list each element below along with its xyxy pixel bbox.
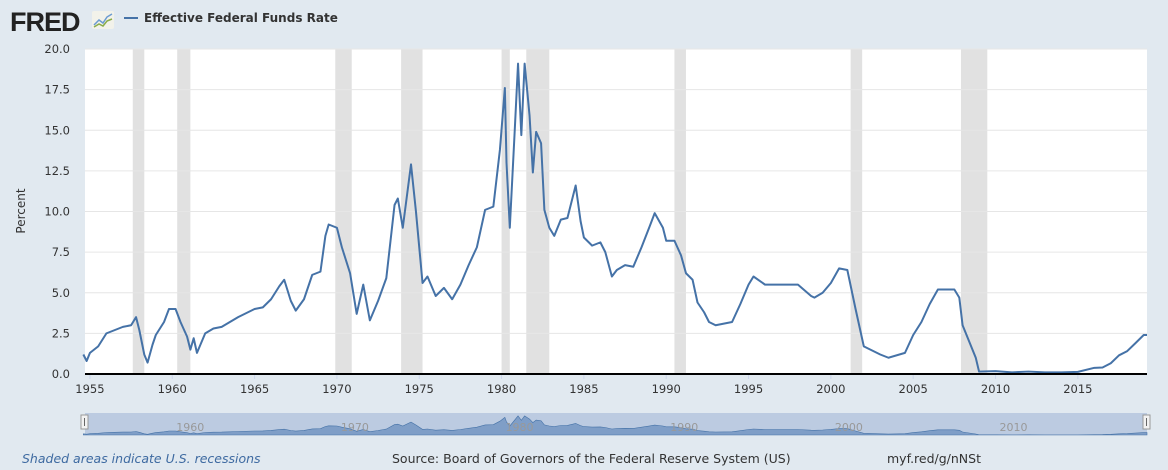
chart-svg: 0.0 2.5 5.0 7.5 10.0 12.5 15.0 17.5 20.0 1955 1960… — [14, 42, 1151, 436]
x-tick-label: 2000 — [816, 382, 845, 396]
y-tick-label: 20.0 — [44, 42, 70, 56]
y-tick-label: 0.0 — [52, 367, 70, 381]
x-tick-label: 1995 — [734, 382, 763, 396]
navigator-tick-label: 1960 — [176, 421, 204, 434]
series-line — [82, 62, 1147, 374]
legend-swatch — [124, 17, 138, 19]
y-tick-label: 17.5 — [44, 83, 70, 97]
navigator-series — [83, 415, 1148, 436]
y-tick-label: 7.5 — [52, 245, 70, 259]
y-tick-label: 15.0 — [44, 123, 70, 137]
x-tick-label: 1980 — [487, 382, 516, 396]
y-axis-label: Percent — [14, 188, 28, 233]
source-text: Source: Board of Governors of the Federa… — [392, 451, 791, 466]
fred-logo[interactable]: FRED — [10, 7, 80, 37]
navigator-tick-label: 1980 — [506, 421, 534, 434]
y-tick-label: 10.0 — [44, 205, 70, 219]
navigator-tick-label: 2010 — [1000, 421, 1028, 434]
navigator-tick-label: 1990 — [670, 421, 698, 434]
y-tick-label: 5.0 — [52, 286, 70, 300]
x-tick-label: 2015 — [1063, 382, 1092, 396]
chart-logo-icon — [92, 11, 114, 29]
navigator-tick-label: 2000 — [835, 421, 863, 434]
x-tick-label: 1970 — [322, 382, 351, 396]
x-tick-label: 1965 — [240, 382, 269, 396]
recession-note: Shaded areas indicate U.S. recessions — [22, 451, 261, 466]
x-tick-label: 1960 — [158, 382, 187, 396]
legend-label: Effective Federal Funds Rate — [144, 11, 338, 25]
y-tick-label: 2.5 — [52, 326, 70, 340]
short-url[interactable]: myf.red/g/nNSt — [887, 451, 981, 466]
x-tick-label: 1985 — [569, 382, 598, 396]
legend-item[interactable]: Effective Federal Funds Rate — [124, 11, 338, 25]
x-tick-label: 2010 — [981, 382, 1010, 396]
x-tick-label: 1975 — [405, 382, 434, 396]
navigator-tick-label: 1970 — [341, 421, 369, 434]
x-tick-label: 2005 — [899, 382, 928, 396]
x-tick-label: 1990 — [652, 382, 681, 396]
y-tick-label: 12.5 — [44, 164, 70, 178]
x-tick-label: 1955 — [75, 382, 104, 396]
